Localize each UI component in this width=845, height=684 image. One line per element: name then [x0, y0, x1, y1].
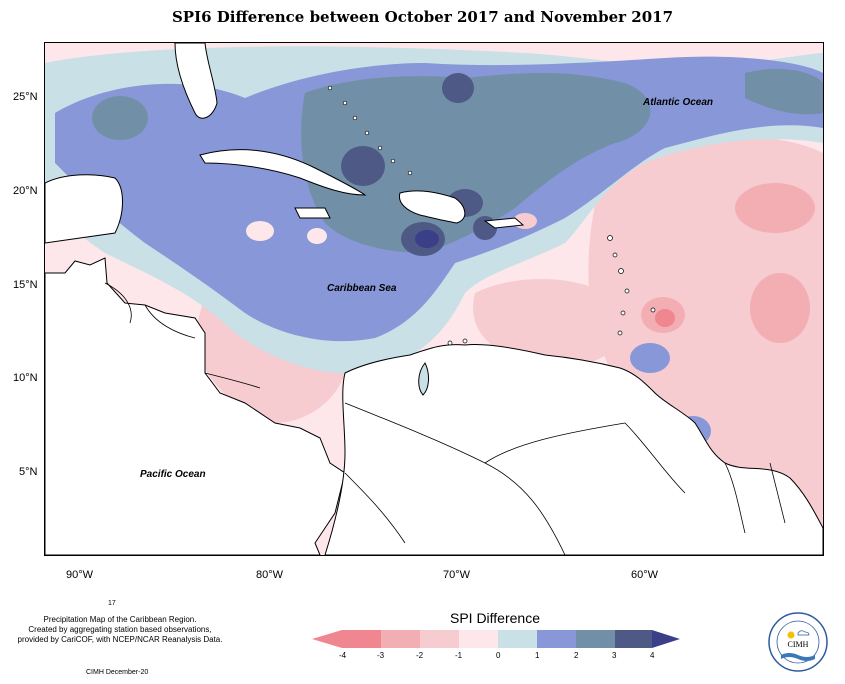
island: [617, 330, 623, 336]
island: [377, 145, 383, 151]
credit-footer: CIMH December-20: [86, 669, 149, 676]
anomaly-patch: [655, 309, 675, 327]
negative-anomaly-strong: [745, 68, 823, 115]
logo-text: CIMH: [788, 640, 809, 649]
legend-tick: -1: [455, 651, 463, 660]
island: [650, 307, 656, 313]
anomaly-patch: [750, 273, 810, 343]
south-america-land: [324, 344, 823, 555]
lon-label: 70°W: [443, 569, 471, 581]
anomaly-patch: [307, 228, 327, 244]
legend-swatch: [537, 630, 576, 648]
legend-tick: 4: [650, 651, 655, 660]
border-line: [624, 422, 686, 494]
borders: [104, 282, 786, 555]
legend-tick: -2: [416, 651, 424, 660]
florida-land: [174, 43, 218, 119]
negative-anomaly-strong: [92, 96, 148, 140]
border-line: [344, 402, 566, 555]
anomaly-core: [473, 216, 497, 240]
lon-label: 60°W: [631, 569, 659, 581]
credit-line-3: provided by CariCOF, with NCEP/NCAR Rean…: [17, 635, 223, 644]
island: [352, 115, 358, 121]
logo-inner-ring: [776, 620, 820, 664]
island: [364, 130, 370, 136]
credit-line-1: Precipitation Map of the Caribbean Regio…: [43, 615, 197, 624]
island: [612, 252, 618, 258]
legend-swatch: [342, 630, 381, 648]
central-america-land: [45, 257, 346, 555]
border-line: [144, 304, 196, 339]
island: [462, 338, 468, 344]
island: [624, 288, 630, 294]
anomaly-patch: [630, 343, 670, 373]
legend-tick: 0: [496, 651, 501, 660]
wave-icon: [781, 653, 815, 661]
legend-colorbar: [312, 630, 680, 648]
legend-arrow-right: [652, 630, 680, 648]
anomaly-patch: [735, 183, 815, 233]
yucatan-land: [45, 174, 123, 244]
negative-anomaly-strong: [301, 73, 651, 253]
anomaly-core: [341, 146, 385, 186]
island: [607, 235, 613, 241]
anomaly-core: [415, 230, 439, 248]
lat-label: 20°N: [13, 185, 38, 197]
legend-swatch: [498, 630, 537, 648]
legend-swatch: [420, 630, 459, 648]
legend-tick: 3: [612, 651, 617, 660]
island: [447, 340, 453, 346]
legend-swatch: [459, 630, 498, 648]
map-svg: Atlantic Ocean Caribbean Sea Pacific Oce…: [45, 43, 823, 555]
caribbean-label: Caribbean Sea: [327, 283, 397, 294]
legend-swatch: [615, 630, 652, 648]
cuba-land: [199, 149, 367, 196]
lat-label: 10°N: [13, 372, 38, 384]
land-masses: [45, 43, 823, 555]
atlantic-label: Atlantic Ocean: [642, 97, 713, 108]
pacific-label: Pacific Ocean: [140, 469, 206, 480]
border-line: [344, 472, 406, 544]
credit-line-2: Created by aggregating station based obs…: [28, 625, 212, 634]
island: [390, 158, 396, 164]
border-line: [104, 282, 132, 324]
island: [342, 100, 348, 106]
lat-label: 5°N: [19, 466, 38, 478]
border-line: [724, 462, 746, 534]
jamaica-land: [294, 207, 331, 219]
anomaly-patch: [473, 279, 624, 365]
legend-arrow-left: [312, 630, 342, 648]
lat-label: 25°N: [13, 91, 38, 103]
anomaly-core: [442, 73, 474, 103]
island: [407, 170, 413, 176]
border-line: [204, 372, 261, 389]
map-area: Atlantic Ocean Caribbean Sea Pacific Oce…: [44, 42, 824, 556]
credits-block: Precipitation Map of the Caribbean Regio…: [8, 615, 232, 645]
cloud-icon: [797, 630, 810, 636]
island: [620, 310, 626, 316]
island: [618, 268, 624, 274]
lesser-antilles: [327, 85, 656, 346]
map-title: SPI6 Difference between October 2017 and…: [171, 8, 674, 26]
credit-marker: 17: [108, 600, 116, 607]
legend-swatch: [381, 630, 420, 648]
border-line: [484, 422, 626, 464]
lon-label: 90°W: [66, 569, 94, 581]
hispaniola-land: [398, 190, 466, 224]
lat-label: 15°N: [13, 279, 38, 291]
legend-tick: 2: [574, 651, 579, 660]
legend-title: SPI Difference: [449, 610, 540, 626]
cimh-logo: CIMH: [768, 612, 828, 672]
puerto-rico-land: [483, 217, 525, 229]
island: [327, 85, 333, 91]
maracaibo-lake: [418, 362, 429, 396]
legend-tick: -4: [339, 651, 347, 660]
legend-swatch: [576, 630, 615, 648]
sun-icon: [787, 631, 795, 639]
lon-label: 80°W: [256, 569, 284, 581]
anomaly-patch: [246, 221, 274, 241]
border-line: [769, 462, 786, 524]
legend-tick: 1: [535, 651, 540, 660]
legend-tick: -3: [377, 651, 385, 660]
